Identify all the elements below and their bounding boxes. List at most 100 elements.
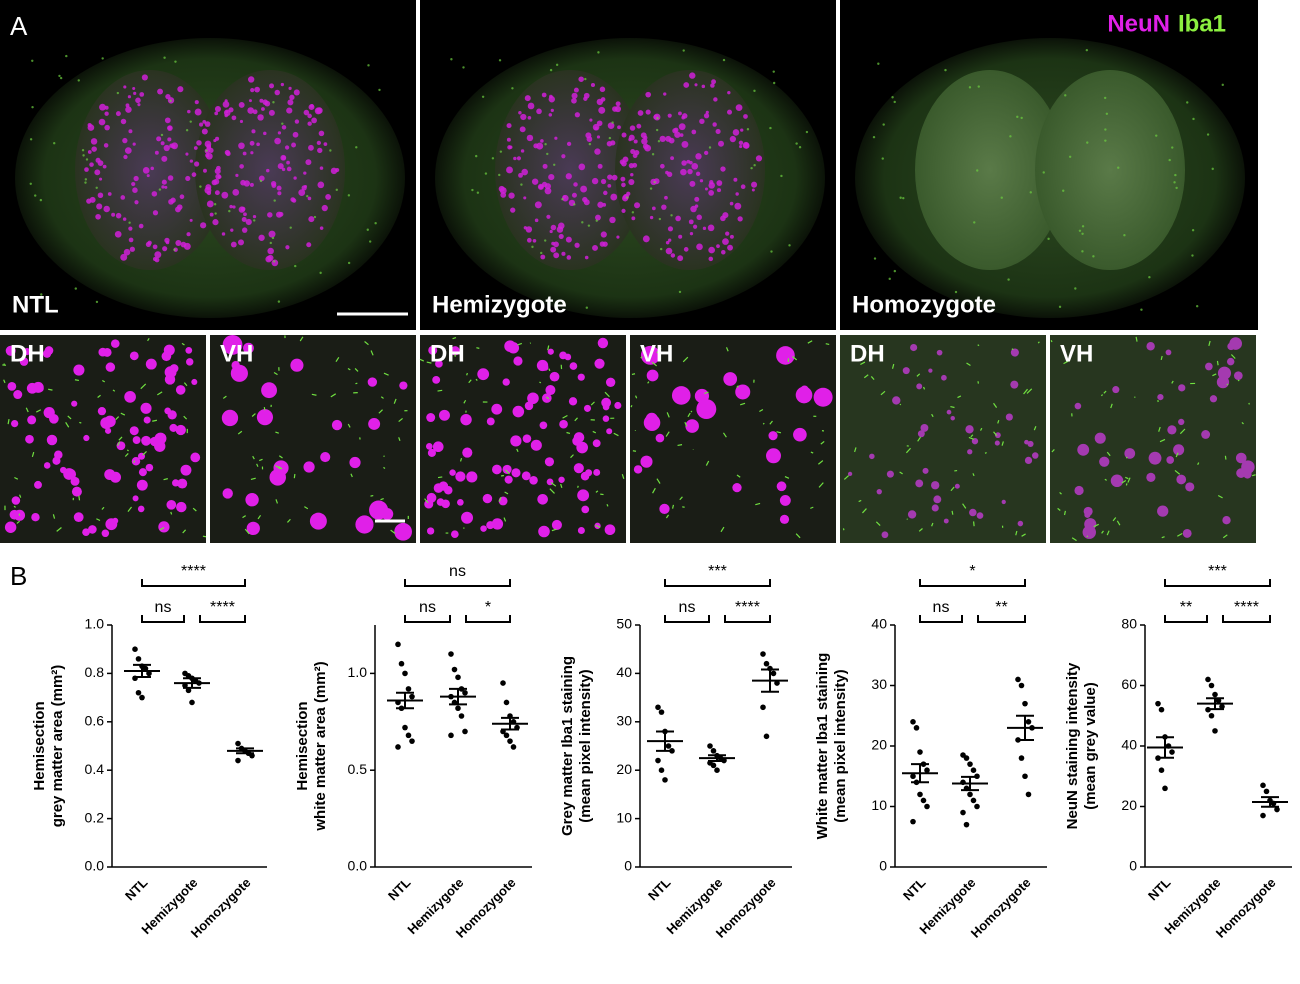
neuron (103, 206, 110, 213)
neuron (34, 481, 42, 489)
neuron (355, 515, 373, 533)
microglia (471, 189, 473, 191)
data-point (136, 656, 142, 662)
neuron (320, 166, 324, 170)
data-point (455, 674, 461, 680)
neuron (730, 136, 736, 142)
neuron (559, 234, 564, 239)
neuron (523, 196, 526, 199)
neuron (689, 181, 695, 187)
microglia (260, 180, 262, 182)
neuron (332, 420, 342, 430)
neuron (687, 169, 692, 174)
neuron (164, 145, 170, 151)
neuron (139, 92, 144, 97)
y-tick-label: 0.0 (85, 858, 105, 874)
neuron (91, 146, 97, 152)
neuron (266, 169, 269, 172)
microglia (273, 260, 275, 262)
microglia (75, 287, 77, 289)
neuron (690, 232, 693, 235)
microglia (463, 528, 464, 529)
data-point (707, 743, 713, 749)
data-point (967, 761, 973, 767)
neuron (437, 498, 445, 506)
neuron (250, 183, 254, 187)
neuron (133, 495, 139, 501)
neuron (668, 239, 671, 242)
neuron (1185, 482, 1194, 491)
microglia (30, 138, 32, 140)
neuron (104, 416, 116, 428)
neuron (597, 135, 600, 138)
data-point (659, 767, 665, 773)
neuron (305, 159, 311, 165)
neuron (668, 114, 672, 118)
microglia (894, 270, 896, 272)
neuron (814, 388, 833, 407)
microglia (976, 169, 978, 171)
neuron (90, 197, 96, 203)
neuron (558, 223, 565, 230)
microglia (656, 117, 658, 119)
neuron (146, 359, 157, 370)
data-point (504, 733, 510, 739)
y-tick-label: 20 (616, 761, 632, 777)
microglia (658, 140, 660, 142)
microglia (1104, 139, 1106, 141)
neuron (695, 153, 701, 159)
neuron (74, 512, 84, 522)
neuron (609, 217, 615, 223)
microglia (1196, 305, 1198, 307)
neuron (194, 161, 199, 166)
neuron (574, 243, 579, 248)
neuron (601, 231, 607, 237)
neuron (281, 83, 284, 86)
neuron (678, 111, 682, 115)
neuron (99, 178, 102, 181)
neuron (130, 351, 139, 360)
neuron (105, 518, 117, 530)
neuron (492, 518, 503, 529)
microglia (679, 291, 681, 293)
neuron (195, 109, 202, 116)
neuron (192, 172, 197, 177)
neuron (752, 189, 755, 192)
neuron (585, 256, 589, 260)
stain-label: Iba1 (1178, 10, 1226, 37)
neuron (161, 156, 167, 162)
neuron (977, 512, 984, 519)
data-point (1162, 786, 1168, 792)
data-point (764, 734, 770, 740)
neuron (282, 168, 285, 171)
neuron (200, 222, 206, 228)
neuron (574, 88, 579, 93)
microglia (1123, 234, 1125, 236)
neuron (269, 231, 276, 238)
microglia (1082, 225, 1084, 227)
neuron (1146, 473, 1155, 482)
neuron (607, 174, 612, 179)
neuron (1111, 475, 1124, 488)
neuron (175, 240, 181, 246)
microglia (65, 55, 67, 57)
neuron (507, 123, 512, 128)
microglia (973, 221, 975, 223)
neuron (681, 141, 688, 148)
neuron (11, 420, 18, 427)
neuron (147, 174, 150, 177)
data-point (452, 667, 458, 673)
neuron (254, 87, 260, 93)
neuron (628, 138, 631, 141)
microglia (691, 411, 692, 412)
neuron (176, 502, 186, 512)
data-point (1155, 701, 1161, 707)
microglia (556, 64, 558, 66)
neuron (566, 237, 572, 243)
microglia (34, 194, 36, 196)
neuron (98, 407, 106, 415)
significance-label: ** (1180, 599, 1192, 616)
neuron (462, 448, 472, 458)
